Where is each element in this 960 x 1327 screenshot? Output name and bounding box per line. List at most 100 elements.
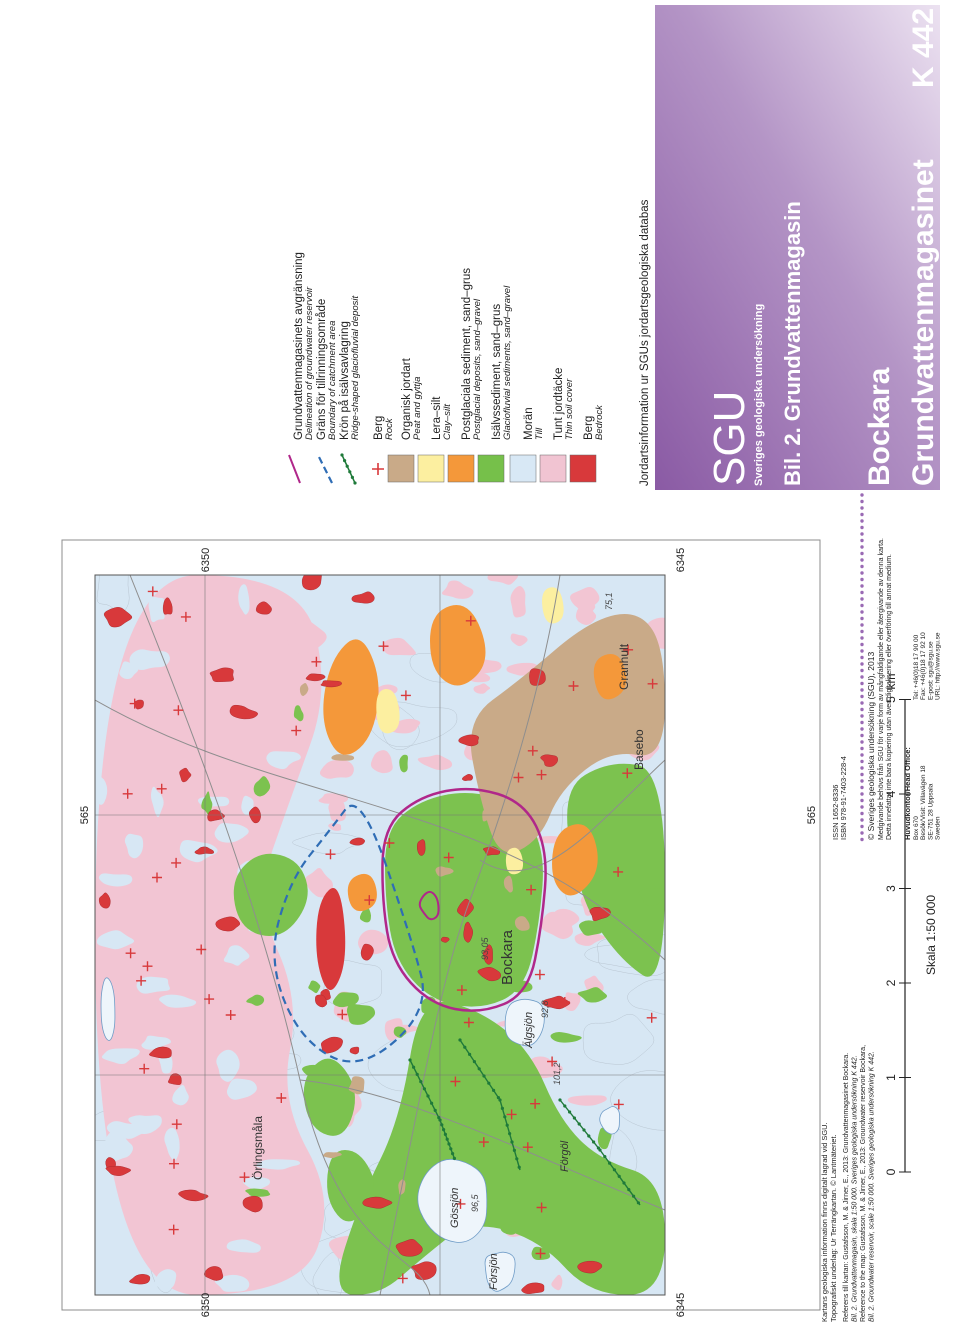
divider-dot xyxy=(860,688,864,692)
divider-dot xyxy=(860,759,864,764)
glaciofluvial-patch xyxy=(638,888,665,906)
legend-label: Organisk jordart xyxy=(401,357,413,440)
grid-label: 6345 xyxy=(675,1293,687,1317)
till-patch xyxy=(164,1127,180,1161)
legend-label-en: Rock xyxy=(384,417,395,440)
till-patch xyxy=(150,786,164,818)
address: SE-751 28 Uppsala xyxy=(927,783,934,840)
legend-symbol xyxy=(353,481,357,485)
till-patch xyxy=(226,1239,261,1253)
rock-symbol xyxy=(291,725,302,736)
ridge-dot xyxy=(482,1074,486,1078)
rock-symbol xyxy=(530,1098,541,1109)
thin-soil-patch xyxy=(574,597,596,617)
thin-soil-patch xyxy=(563,992,581,1012)
rock-symbol xyxy=(129,698,140,709)
road xyxy=(299,1079,665,1211)
legend-label: Postglaciala sediment, sand–grus xyxy=(461,268,473,440)
legend-label-en: Clay–silt xyxy=(442,404,453,440)
glaciofluvial-patch xyxy=(399,754,408,773)
rock-symbol xyxy=(478,1137,489,1148)
divider-dot xyxy=(860,551,864,556)
divider-dot xyxy=(860,610,864,614)
legend: Grundvattenmagasinets avgränsning Delinea… xyxy=(288,252,605,485)
ridge-dot xyxy=(447,1142,451,1146)
title: Grundvattenmagasinet xyxy=(907,159,940,486)
divider-dot xyxy=(860,681,864,686)
ridge-dot xyxy=(510,1140,514,1144)
sheet-code: K 442 xyxy=(907,8,940,88)
lake xyxy=(417,1158,488,1243)
legend-label: Gräns för tillrinningsområde xyxy=(316,299,328,440)
bedrock-outcrop xyxy=(542,995,571,1010)
reference: Bil. 2. Grundvattenmagasin, skala 1:50 0… xyxy=(852,1055,859,1322)
postglacial-area xyxy=(430,605,486,686)
divider-dot xyxy=(860,785,864,790)
ridge-dot xyxy=(512,1148,517,1152)
bedrock-outcrop xyxy=(229,704,258,720)
road xyxy=(379,575,561,1295)
rock-symbol xyxy=(142,961,153,972)
bedrock-outcrop xyxy=(301,575,322,591)
divider-dot xyxy=(860,662,864,666)
divider-dot xyxy=(860,603,864,608)
rock-symbol xyxy=(647,678,658,689)
ridge-dot xyxy=(572,1116,577,1120)
contour xyxy=(582,1013,655,1065)
ridge-dot xyxy=(622,1181,626,1185)
till-patch xyxy=(128,1115,162,1134)
divider-dot xyxy=(860,746,864,751)
divider-dot xyxy=(860,740,864,744)
divider-dot xyxy=(860,532,864,536)
rock-symbol xyxy=(384,838,395,848)
ridge-dot xyxy=(445,1137,449,1141)
ridge-dot xyxy=(632,1194,636,1198)
map: Bockara Granhult Basebo Försjön Gössjön Förgö… xyxy=(95,575,665,1295)
glaciofluvial-patch xyxy=(500,1221,521,1235)
rock-symbol xyxy=(173,705,184,716)
notice: Medgivande behövs från SGU för varje for… xyxy=(877,538,885,840)
bedrock-outcrop xyxy=(458,734,479,747)
thin-soil-patch xyxy=(382,637,416,656)
ridge-dot xyxy=(458,1038,462,1042)
divider-dot xyxy=(860,811,864,816)
ridge-dot xyxy=(598,1148,602,1152)
glaciofluvial-patch xyxy=(253,776,271,797)
map-note: Topografiskt underlag: Ur Terrängkartan.… xyxy=(829,1134,838,1322)
bedrock-outcrop xyxy=(529,668,546,686)
bedrock-outcrop xyxy=(477,966,501,982)
bedrock-outcrop xyxy=(416,839,426,856)
place-name: Basebo xyxy=(632,729,646,770)
rock-symbol xyxy=(536,1202,547,1213)
legend-label-en: Thin soil cover xyxy=(564,378,575,440)
ridge-dot xyxy=(603,1155,607,1159)
legend-label-en: Boundary of catchment area xyxy=(327,321,338,440)
ridge-dot xyxy=(442,1128,446,1132)
rock-symbol xyxy=(513,772,524,783)
rock-symbol xyxy=(450,1076,461,1087)
legend-swatch xyxy=(569,454,597,483)
rock-symbol xyxy=(225,1010,236,1020)
rock-symbol xyxy=(171,857,182,868)
ridge-dot xyxy=(636,1201,641,1205)
ridge-dot xyxy=(419,1080,423,1084)
divider-dot xyxy=(860,824,864,829)
divider-dot xyxy=(860,577,864,582)
peat-patch xyxy=(331,754,355,761)
legend-symbol xyxy=(372,463,384,475)
divider-dot xyxy=(860,558,864,562)
till-patch xyxy=(214,822,249,843)
road xyxy=(95,699,665,961)
rock-symbol xyxy=(378,641,389,652)
thin-soil-patch xyxy=(510,633,528,647)
ridge-dot xyxy=(408,1058,412,1062)
ridge-dot xyxy=(463,1045,467,1049)
ridge-dot xyxy=(440,1123,444,1127)
thin-soil-patch xyxy=(510,585,526,618)
ridge-dot xyxy=(412,1065,416,1069)
divider-dot xyxy=(860,655,864,660)
bedrock-outcrop xyxy=(320,680,342,688)
isbn: ISBN 978-91-7403-228-4 xyxy=(839,756,848,840)
thin-soil-patch xyxy=(551,1274,563,1291)
